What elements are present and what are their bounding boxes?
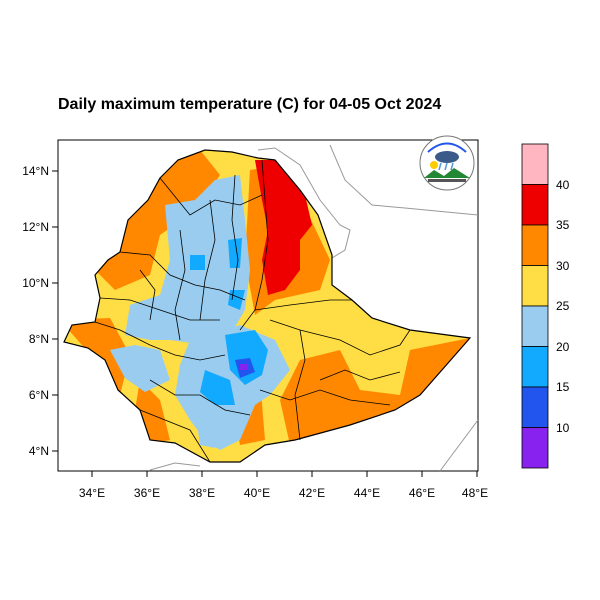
lat-tick-4: 4°N: [29, 444, 49, 458]
colorbar-swatch-10-15: [521, 386, 549, 428]
colorbar: [521, 143, 549, 469]
ethiopian-meteorology-institute-logo: [419, 135, 475, 191]
colorbar-swatch-35-40: [521, 184, 549, 226]
lon-tick-36: 36°E: [134, 486, 160, 500]
lat-tick-14: 14°N: [22, 164, 49, 178]
lat-tick-12: 12°N: [22, 220, 49, 234]
colorbar-swatch-above-40: [521, 143, 549, 185]
colorbar-label-15: 15: [556, 380, 570, 394]
colorbar-swatch-25-30: [521, 265, 549, 307]
colorbar-labels: 40 35 30 25 20 15 10: [556, 178, 570, 435]
lon-tick-34: 34°E: [79, 486, 105, 500]
colorbar-label-30: 30: [556, 259, 570, 273]
map-title: Daily maximum temperature (C) for 04-05 …: [58, 96, 442, 113]
lon-tick-44: 44°E: [354, 486, 380, 500]
lon-tick-46: 46°E: [409, 486, 435, 500]
lon-tick-40: 40°E: [244, 486, 270, 500]
neighbour-coastlines: [149, 144, 479, 472]
admin-boundaries: [63, 149, 472, 463]
colorbar-label-20: 20: [556, 340, 570, 354]
colorbar-label-10: 10: [556, 421, 570, 435]
lon-tick-38: 38°E: [189, 486, 215, 500]
lon-tick-42: 42°E: [299, 486, 325, 500]
colorbar-label-25: 25: [556, 299, 570, 313]
lon-axis: 34°E 36°E 38°E 40°E 42°E 44°E 46°E 48°E: [79, 471, 488, 500]
lat-tick-6: 6°N: [29, 388, 49, 402]
colorbar-swatch-20-25: [521, 305, 549, 347]
colorbar-swatch-15-20: [521, 346, 549, 388]
colorbar-swatch-30-35: [521, 224, 549, 266]
colorbar-swatch-below-10: [521, 427, 549, 469]
lat-tick-10: 10°N: [22, 276, 49, 290]
lat-tick-8: 8°N: [29, 332, 49, 346]
lat-axis: 14°N 12°N 10°N 8°N 6°N 4°N: [22, 164, 58, 458]
lon-tick-48: 48°E: [462, 486, 488, 500]
colorbar-label-35: 35: [556, 218, 570, 232]
colorbar-label-40: 40: [556, 178, 570, 192]
